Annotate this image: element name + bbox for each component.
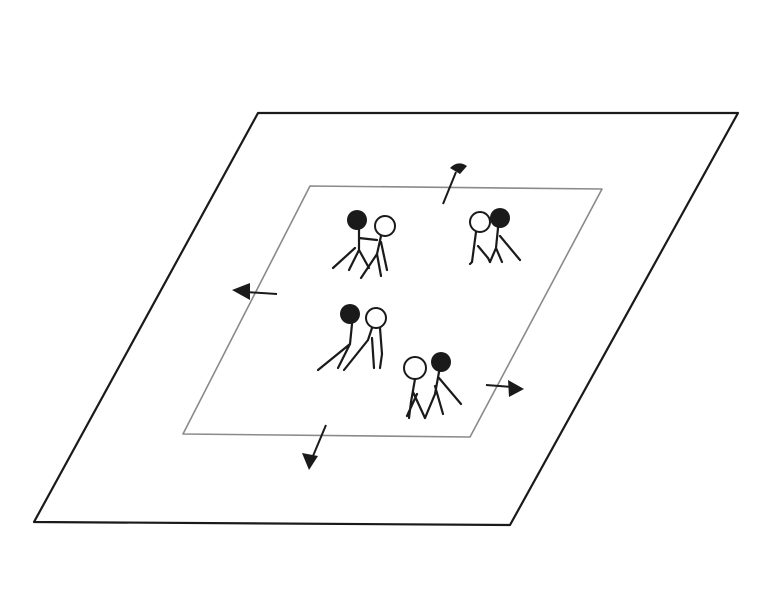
head-open bbox=[365, 307, 387, 329]
player-pair-4 bbox=[403, 352, 463, 420]
player-open bbox=[359, 215, 396, 280]
arrow-down-icon bbox=[302, 424, 327, 470]
arrow-left-icon bbox=[232, 283, 278, 300]
player-filled bbox=[316, 304, 360, 372]
player-filled bbox=[488, 208, 522, 264]
outer-area bbox=[32, 111, 740, 527]
arm-filled bbox=[331, 246, 357, 270]
head-open bbox=[403, 356, 427, 380]
player-filled bbox=[331, 210, 379, 272]
body-filled bbox=[488, 226, 522, 264]
player-open bbox=[403, 356, 427, 420]
body-filled bbox=[347, 228, 379, 272]
head-filled bbox=[340, 304, 360, 324]
body-open bbox=[342, 326, 384, 372]
player-pair-2 bbox=[468, 208, 522, 266]
player-open bbox=[342, 307, 387, 372]
player-pair-1 bbox=[331, 210, 396, 280]
head-open bbox=[374, 215, 396, 237]
player-open bbox=[468, 211, 492, 266]
body-open bbox=[405, 377, 427, 420]
head-open bbox=[469, 211, 491, 233]
arrow-up-icon bbox=[442, 163, 467, 205]
body-open bbox=[359, 234, 389, 280]
body-filled bbox=[316, 322, 354, 372]
arrow-right-icon bbox=[485, 380, 524, 397]
head-filled bbox=[431, 352, 451, 372]
inner-area bbox=[182, 185, 603, 438]
head-filled bbox=[347, 210, 367, 230]
body-filled bbox=[423, 370, 463, 420]
head-filled bbox=[490, 208, 510, 228]
player-filled bbox=[423, 352, 463, 420]
body-open bbox=[468, 230, 492, 266]
player-pair-3 bbox=[316, 304, 387, 372]
